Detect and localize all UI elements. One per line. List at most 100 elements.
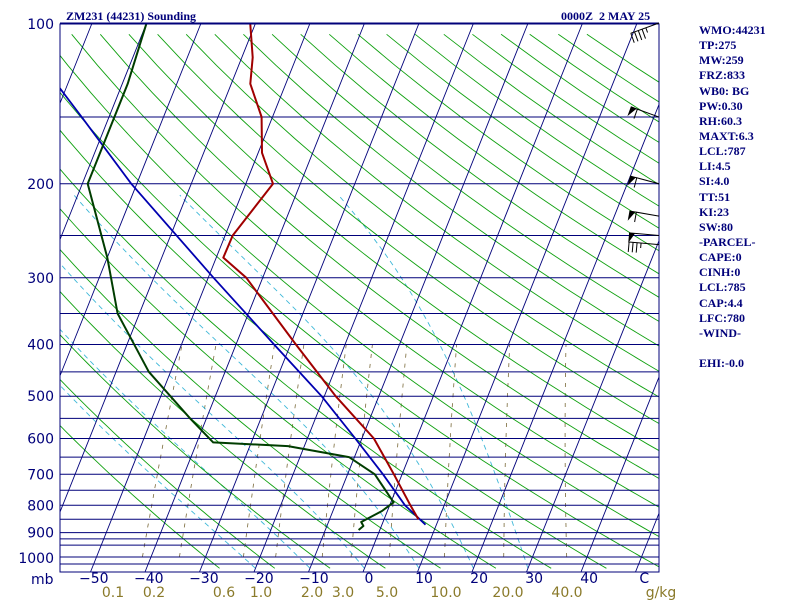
pressure-tick-label: 400 <box>27 338 54 354</box>
index-line: -WIND- <box>699 325 741 340</box>
mixing-ratio-line <box>275 344 305 558</box>
temperature-tick-label: 40 <box>580 571 598 587</box>
temperature-tick-label: 30 <box>525 571 543 587</box>
isotherm <box>308 23 529 573</box>
wind-barb <box>628 232 660 243</box>
sounding-profiles <box>60 24 427 531</box>
moist-adiabat <box>73 194 420 569</box>
isotherm <box>199 23 420 573</box>
sounding-indices-panel: WMO:44231 TP:275 MW:259 FRZ:833 WB0: BG PW:0.… <box>699 23 799 371</box>
temperature-tick-label: −30 <box>189 571 219 587</box>
mixing-ratio-line <box>444 344 457 558</box>
index-line: CAP:4.4 <box>699 295 743 310</box>
index-line: KI:23 <box>699 204 729 219</box>
mixing-ratio-label: 1.0 <box>250 585 272 600</box>
dry-adiabats <box>60 33 659 569</box>
isotherm <box>635 513 660 573</box>
wind-barb <box>627 241 660 253</box>
index-line: CINH:0 <box>699 265 741 280</box>
dry-adiabat <box>157 33 659 425</box>
dry-adiabat <box>60 248 441 569</box>
isotherm <box>471 104 660 573</box>
index-line: LI:4.5 <box>699 159 731 174</box>
index-line: FRZ:833 <box>699 68 745 83</box>
dry-adiabat <box>99 34 659 479</box>
pressure-tick-label: 1000 <box>18 551 54 567</box>
moist-adiabat <box>60 262 365 569</box>
dry-adiabat <box>60 91 659 568</box>
dry-adiabat <box>60 290 386 569</box>
pressure-tick-label: 900 <box>27 526 54 542</box>
plot-frame <box>59 23 660 573</box>
index-line: LCL:787 <box>699 144 746 159</box>
wind-barb <box>630 22 660 43</box>
index-line: MW:259 <box>699 53 744 68</box>
dry-adiabat <box>271 33 659 322</box>
mixing-ratio-line <box>388 344 408 558</box>
temperature-tick-label: −40 <box>134 571 164 587</box>
index-line: TP:275 <box>699 38 737 53</box>
station-title: ZM231 (44231) Sounding <box>66 9 197 23</box>
dry-adiabat <box>60 378 276 569</box>
plot-border <box>59 23 660 573</box>
dry-adiabat <box>128 33 659 452</box>
mixing-ratio-line <box>503 344 511 558</box>
isotherm <box>90 23 311 573</box>
pressure-unit-label: mb <box>31 572 54 588</box>
mixing-ratio-label: 5.0 <box>376 585 398 600</box>
isobars <box>60 22 659 565</box>
isotherm <box>417 23 638 573</box>
pressure-tick-label: 700 <box>27 467 54 483</box>
temperature-tick-label: 20 <box>470 571 488 587</box>
index-line: LCL:785 <box>699 280 746 295</box>
index-line: -PARCEL- <box>699 234 756 249</box>
dry-adiabat <box>60 129 607 569</box>
temperature-tick-label: 10 <box>415 571 433 587</box>
wind-barb <box>627 175 660 188</box>
dry-adiabat <box>243 33 659 347</box>
isotherm <box>59 23 202 376</box>
isotherm <box>59 23 93 104</box>
moist-adiabat <box>60 328 311 569</box>
index-line: LFC:780 <box>699 310 745 325</box>
dry-adiabat <box>60 334 331 569</box>
index-line: TT:51 <box>699 189 731 204</box>
temperature-tick-label: −50 <box>79 571 109 587</box>
mixing-ratio-label: 3.0 <box>332 585 354 600</box>
index-line: WMO:44231 <box>699 23 766 37</box>
temperature-tick-label: C <box>639 571 649 587</box>
dry-adiabat <box>60 424 220 569</box>
mixing-ratio-label: 0.1 <box>102 585 124 600</box>
pressure-tick-label: 800 <box>27 498 54 514</box>
index-line: WB0: BG <box>699 83 750 98</box>
mixing-ratio-lines <box>142 344 568 558</box>
dewpoint-line <box>86 24 395 531</box>
temperature-tick-label: 0 <box>365 571 374 587</box>
pressure-tick-label: 300 <box>27 271 54 287</box>
dry-adiabat <box>357 33 659 252</box>
pressure-tick-label: 500 <box>27 389 54 405</box>
mixing-ratio-label: 20.0 <box>492 585 523 600</box>
dry-adiabat <box>71 34 659 508</box>
index-line: SW:80 <box>699 219 734 234</box>
wind-barb <box>627 210 660 223</box>
mixing-ratio-label: 10.0 <box>430 585 461 600</box>
moist-adiabats <box>60 194 529 569</box>
dry-adiabat <box>60 168 552 569</box>
index-line: EHI:-0.0 <box>699 356 744 371</box>
index-line: CAPE:0 <box>699 250 742 265</box>
index-line: RH:60.3 <box>699 113 742 128</box>
temperature-tick-label: −20 <box>244 571 274 587</box>
wind-barb <box>627 106 660 119</box>
isotherm <box>526 240 660 573</box>
dry-adiabat <box>300 33 659 298</box>
dry-adiabat <box>60 54 659 538</box>
index-line <box>699 341 799 356</box>
isotherm <box>59 23 147 240</box>
mixing-ratio-unit: g/kg <box>646 585 677 600</box>
wind-barbs <box>627 22 660 253</box>
dry-adiabat <box>329 33 659 275</box>
index-line: PW:0.30 <box>699 98 743 113</box>
